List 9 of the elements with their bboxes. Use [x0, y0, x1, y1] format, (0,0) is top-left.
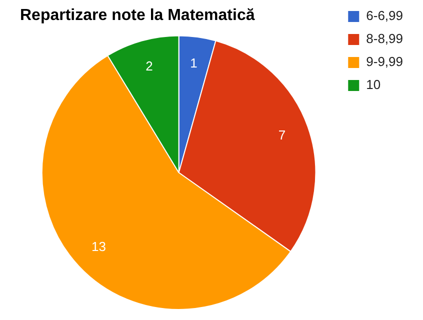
- legend-label: 9-9,99: [366, 54, 404, 70]
- data-label: 7: [278, 128, 286, 142]
- data-label: 2: [146, 58, 153, 74]
- data-label: 13: [92, 238, 106, 254]
- data-label: 1: [190, 56, 198, 71]
- legend-label: 6-6,99: [366, 8, 404, 24]
- legend-label: 10: [366, 77, 381, 92]
- legend-label: 8-8,99: [366, 31, 404, 46]
- chart-title: Repartizare note la Matematică: [20, 7, 255, 24]
